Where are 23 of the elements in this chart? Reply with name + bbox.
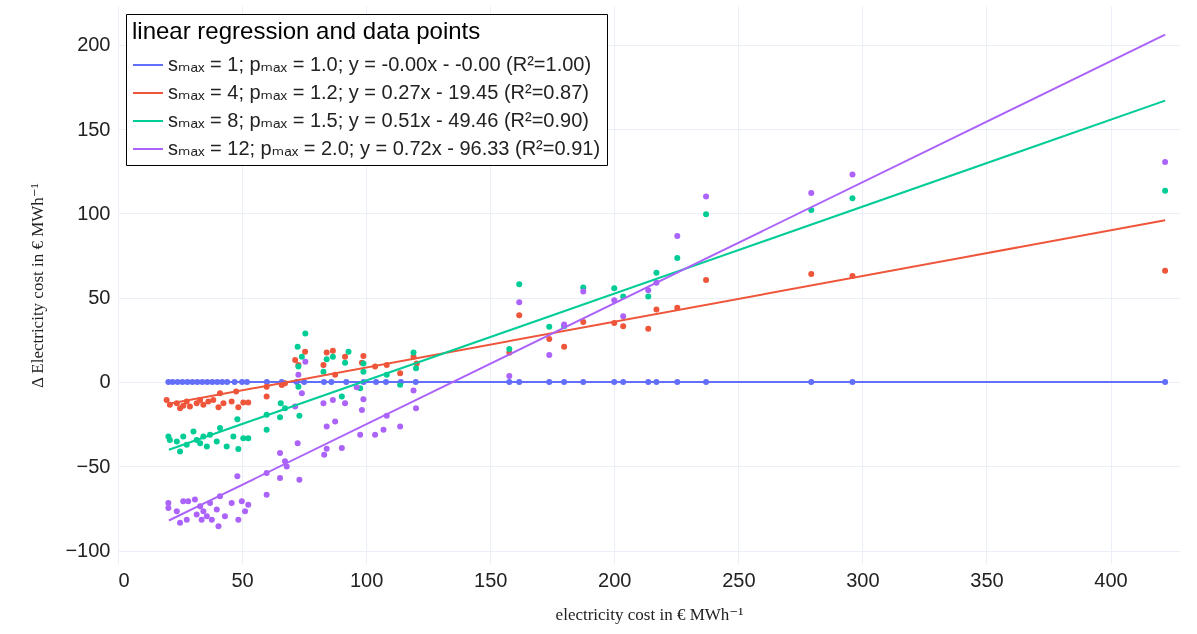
y-tick-label: 0 [99, 370, 111, 393]
legend-title: linear regression and data points [132, 17, 481, 44]
x-tick-label: 300 [846, 568, 880, 591]
x-tick-label: 100 [349, 568, 384, 591]
x-tick-label: 0 [118, 568, 130, 591]
legend-label: sₘₐₓ = 8; pₘₐₓ = 1.5; y = 0.51x - 49.46 (R²=0.90) [168, 109, 589, 131]
legend-label: sₘₐₓ = 4; pₘₐₓ = 1.2; y = 0.27x - 19.45 (R²=0.87) [168, 81, 589, 103]
y-tick-label: −100 [65, 539, 111, 562]
x-tick-label: 50 [231, 568, 254, 591]
legend-label: sₘₐₓ = 12; pₘₐₓ = 2.0; y = 0.72x - 96.33 (R²=0.91) [168, 137, 601, 159]
x-tick-label: 150 [474, 568, 508, 591]
y-tick-label: 100 [77, 201, 111, 224]
x-tick-label: 250 [722, 568, 756, 591]
y-axis-title: Δ Electricity cost in € MWh⁻¹ [28, 183, 48, 388]
x-axis-title: electricity cost in € MWh⁻¹ [555, 604, 744, 624]
x-tick-label: 200 [598, 568, 632, 591]
y-tick-label: −50 [76, 454, 111, 477]
y-tick-label: 150 [77, 117, 111, 140]
x-tick-label: 350 [970, 568, 1004, 591]
x-tick-label: 400 [1094, 568, 1128, 591]
legend-label: sₘₐₓ = 1; pₘₐₓ = 1.0; y = -0.00x - -0.00 (R²=1.00) [168, 53, 592, 75]
y-tick-label: 200 [77, 33, 111, 56]
y-tick-label: 50 [88, 286, 111, 309]
